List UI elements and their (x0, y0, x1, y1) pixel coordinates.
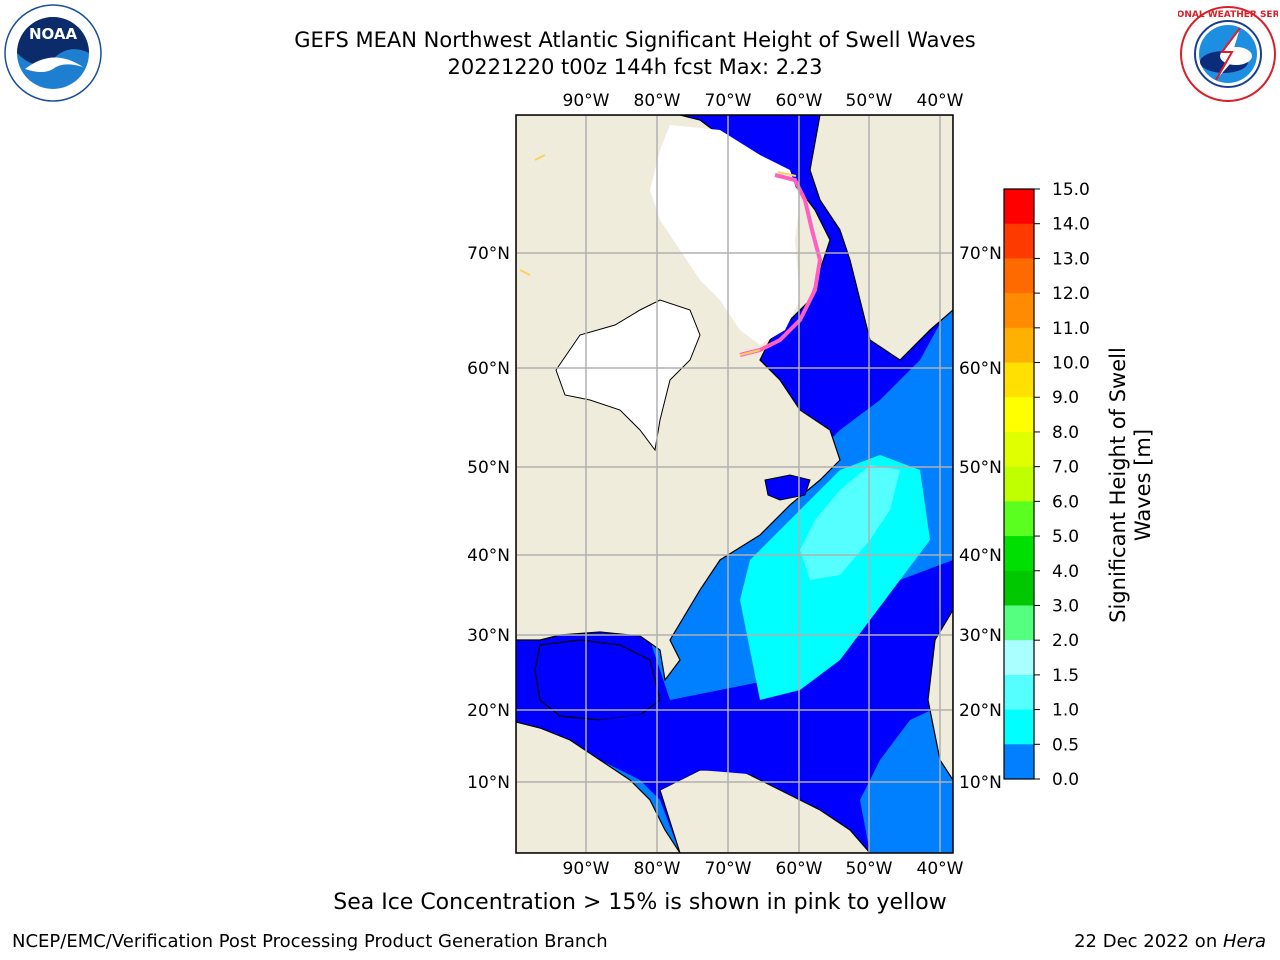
colorbar-segment (1004, 189, 1034, 225)
lat-label-right: 50°N (959, 458, 1002, 478)
lat-label-right: 70°N (959, 244, 1002, 264)
lon-label-top: 40°W (917, 91, 964, 111)
colorbar-segment (1004, 397, 1034, 433)
colorbar-tick-label: 6.0 (1052, 492, 1079, 512)
colorbar-tick-label: 2.0 (1052, 631, 1079, 651)
colorbar-tick-label: 7.0 (1052, 458, 1079, 478)
colorbar-frame (1003, 188, 1035, 780)
colorbar-segment (1004, 674, 1034, 711)
land-south-america (516, 721, 681, 853)
chart-title: GEFS MEAN Northwest Atlantic Significant… (294, 28, 976, 52)
nws-logo: NATIONAL WEATHER SERVICE (1153, 4, 1280, 104)
colorbar-segment (1004, 258, 1034, 294)
lon-label-top: 70°W (705, 91, 752, 111)
colorbar-segment (1004, 640, 1034, 676)
colorbar-tick-label: 5.0 (1052, 527, 1079, 547)
lat-label-right: 60°N (959, 359, 1002, 379)
lon-label-top: 80°W (634, 91, 681, 111)
noaa-logo: NOAA (3, 3, 103, 103)
lon-label-top: 50°W (846, 91, 893, 111)
colorbar-label-line1: Significant Height of Swell (1106, 347, 1130, 623)
colorbar-tick-label: 15.0 (1052, 180, 1090, 200)
lat-label-right: 10°N (959, 773, 1002, 793)
lon-label-top: 60°W (776, 91, 823, 111)
colorbar-label-line2: Waves [m] (1131, 429, 1155, 541)
colorbar-segment (1004, 431, 1034, 468)
footer-branch: NCEP/EMC/Verification Post Processing Pr… (12, 931, 608, 952)
colorbar-tick-label: 3.0 (1052, 596, 1079, 616)
colorbar-tick-label: 8.0 (1052, 423, 1079, 443)
colorbar: 15.0 14.0 13.0 12.0 11.0 10.0 9.0 8.0 7.0 6.0 5.0 4… (1003, 180, 1090, 790)
lon-label-top: 90°W (563, 91, 610, 111)
footer-date-text: 22 Dec 2022 on (1074, 931, 1223, 952)
sea-ice-edge-yellow (519, 154, 797, 356)
colorbar-tick-label: 9.0 (1052, 388, 1079, 408)
lat-label-right: 40°N (959, 546, 1002, 566)
land-greenland (809, 115, 953, 361)
lon-label-bottom: 80°W (634, 859, 681, 879)
colorbar-segment (1004, 501, 1034, 537)
colorbar-tick-label: 1.0 (1052, 701, 1079, 721)
colorbar-segment (1004, 744, 1034, 780)
noaa-logo-text: NOAA (29, 25, 78, 43)
colorbar-segment (1004, 362, 1034, 398)
colorbar-segment (1004, 327, 1034, 364)
colorbar-tick-label: 14.0 (1052, 215, 1090, 235)
sea-ice-edge (739, 173, 823, 357)
caribbean-sea (600, 712, 800, 790)
lon-label-bottom: 60°W (776, 859, 823, 879)
nws-logo-ring-text: NATIONAL WEATHER SERVICE (1178, 10, 1278, 20)
lat-label-right: 20°N (959, 701, 1002, 721)
colorbar-tick-label: 13.0 (1052, 249, 1090, 269)
lat-label-left: 20°N (467, 701, 510, 721)
chart-subtitle: 20221220 t00z 144h fcst Max: 2.23 (447, 55, 823, 79)
lat-label-left: 70°N (467, 244, 510, 264)
sea-ice-baffin (650, 125, 800, 345)
colorbar-tick-label: 4.0 (1052, 562, 1079, 582)
footer-host: Hera (1222, 931, 1266, 952)
footer-date: 22 Dec 2022 on Hera (1074, 931, 1266, 952)
lat-label-right: 30°N (959, 626, 1002, 646)
lat-label-left: 10°N (467, 773, 510, 793)
map-panel (516, 115, 953, 853)
lon-label-bottom: 50°W (846, 859, 893, 879)
colorbar-tick-label: 1.5 (1052, 666, 1079, 686)
colorbar-segment (1004, 570, 1034, 606)
colorbar-segment (1004, 223, 1034, 259)
colorbar-tick-label: 12.0 (1052, 284, 1090, 304)
colorbar-tick-label: 11.0 (1052, 319, 1090, 339)
lat-label-left: 40°N (467, 546, 510, 566)
map-axis-labels: 90°W 90°W 80°W 80°W 70°W 70°W 60°W 60°W 50°W 50°W… (467, 91, 1002, 879)
swell-band-0p5-1-east (860, 700, 953, 853)
colorbar-segment (1004, 466, 1034, 502)
colorbar-segment (1004, 605, 1034, 641)
colorbar-segment (1004, 293, 1034, 329)
map-frame (515, 114, 954, 854)
lon-label-bottom: 70°W (705, 859, 752, 879)
swell-band-1p5-2 (800, 465, 900, 580)
colorbar-tick-label: 10.0 (1052, 354, 1090, 374)
graticule (516, 115, 953, 853)
sea-ice-note: Sea Ice Concentration > 15% is shown in … (333, 890, 947, 915)
lon-label-bottom: 90°W (563, 859, 610, 879)
colorbar-tick-label: 0.5 (1052, 735, 1079, 755)
colorbar-segment (1004, 709, 1034, 745)
colorbar-segment (1004, 536, 1034, 572)
lat-label-left: 60°N (467, 359, 510, 379)
colorbar-tick-label: 0.0 (1052, 770, 1079, 790)
lat-label-left: 30°N (467, 626, 510, 646)
lat-label-left: 50°N (467, 458, 510, 478)
lon-label-bottom: 40°W (917, 859, 964, 879)
sea-ice-hudson-bay (555, 299, 701, 452)
